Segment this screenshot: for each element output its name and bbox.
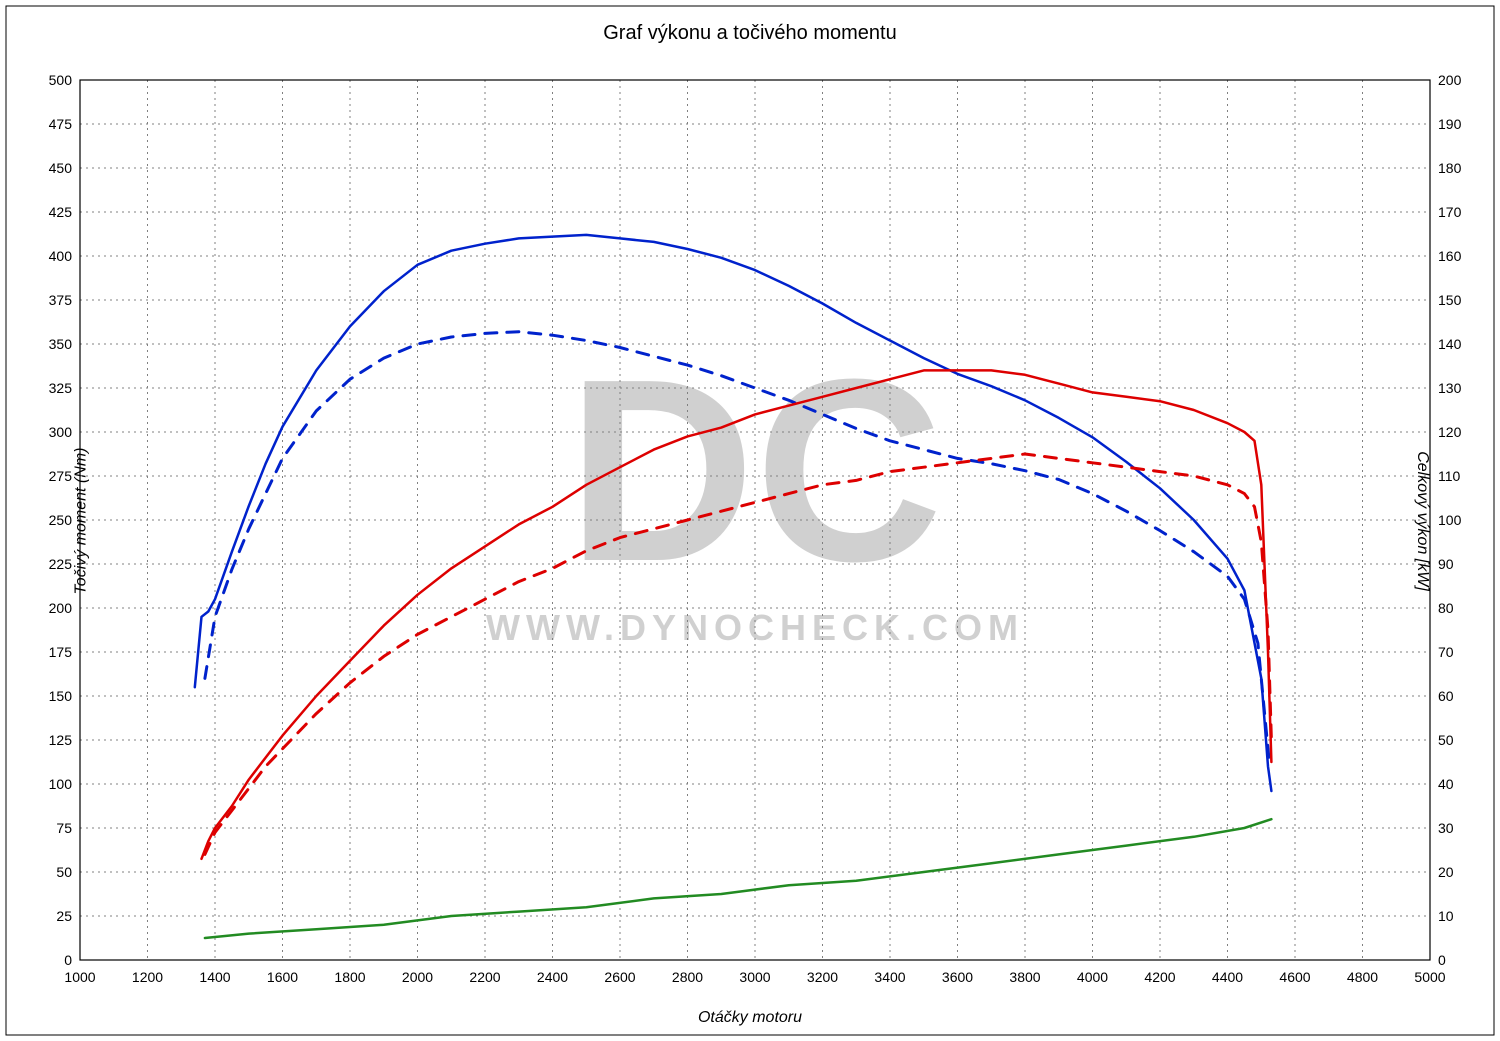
svg-text:400: 400 xyxy=(49,248,73,264)
svg-text:25: 25 xyxy=(56,908,72,924)
svg-text:5000: 5000 xyxy=(1414,969,1445,985)
svg-text:2600: 2600 xyxy=(604,969,635,985)
svg-text:140: 140 xyxy=(1438,336,1462,352)
svg-text:200: 200 xyxy=(1438,72,1462,88)
svg-text:500: 500 xyxy=(49,72,73,88)
dyno-chart: Graf výkonu a točivého momentu Točivý mo… xyxy=(0,0,1500,1041)
svg-text:1400: 1400 xyxy=(199,969,230,985)
svg-text:4400: 4400 xyxy=(1212,969,1243,985)
svg-text:4200: 4200 xyxy=(1144,969,1175,985)
svg-text:2200: 2200 xyxy=(469,969,500,985)
svg-text:350: 350 xyxy=(49,336,73,352)
svg-text:0: 0 xyxy=(1438,952,1446,968)
svg-text:4600: 4600 xyxy=(1279,969,1310,985)
svg-text:130: 130 xyxy=(1438,380,1462,396)
svg-text:475: 475 xyxy=(49,116,73,132)
svg-text:275: 275 xyxy=(49,468,73,484)
svg-text:75: 75 xyxy=(56,820,72,836)
svg-text:50: 50 xyxy=(56,864,72,880)
svg-text:100: 100 xyxy=(49,776,73,792)
svg-text:200: 200 xyxy=(49,600,73,616)
svg-text:120: 120 xyxy=(1438,424,1462,440)
svg-text:1200: 1200 xyxy=(132,969,163,985)
svg-text:3400: 3400 xyxy=(874,969,905,985)
svg-text:175: 175 xyxy=(49,644,73,660)
svg-text:2400: 2400 xyxy=(537,969,568,985)
svg-text:110: 110 xyxy=(1438,468,1461,484)
svg-text:180: 180 xyxy=(1438,160,1462,176)
svg-text:170: 170 xyxy=(1438,204,1462,220)
svg-text:160: 160 xyxy=(1438,248,1462,264)
svg-text:1000: 1000 xyxy=(64,969,95,985)
svg-text:80: 80 xyxy=(1438,600,1454,616)
svg-text:375: 375 xyxy=(49,292,73,308)
svg-text:2000: 2000 xyxy=(402,969,433,985)
svg-text:60: 60 xyxy=(1438,688,1454,704)
svg-text:100: 100 xyxy=(1438,512,1462,528)
svg-text:40: 40 xyxy=(1438,776,1454,792)
svg-text:50: 50 xyxy=(1438,732,1454,748)
svg-text:425: 425 xyxy=(49,204,73,220)
svg-text:125: 125 xyxy=(49,732,73,748)
svg-text:1800: 1800 xyxy=(334,969,365,985)
svg-text:0: 0 xyxy=(64,952,72,968)
svg-text:2800: 2800 xyxy=(672,969,703,985)
svg-text:3600: 3600 xyxy=(942,969,973,985)
svg-text:10: 10 xyxy=(1438,908,1454,924)
svg-text:30: 30 xyxy=(1438,820,1454,836)
svg-text:250: 250 xyxy=(49,512,73,528)
series-loss_power xyxy=(205,819,1272,938)
svg-text:4000: 4000 xyxy=(1077,969,1108,985)
svg-text:3200: 3200 xyxy=(807,969,838,985)
svg-text:300: 300 xyxy=(49,424,73,440)
svg-text:20: 20 xyxy=(1438,864,1454,880)
svg-text:225: 225 xyxy=(49,556,73,572)
svg-text:150: 150 xyxy=(49,688,73,704)
svg-text:1600: 1600 xyxy=(267,969,298,985)
plot-area: DCWWW.DYNOCHECK.COM100012001400160018002… xyxy=(0,0,1500,1041)
svg-text:4800: 4800 xyxy=(1347,969,1378,985)
svg-text:325: 325 xyxy=(49,380,73,396)
svg-text:150: 150 xyxy=(1438,292,1462,308)
svg-text:450: 450 xyxy=(49,160,73,176)
svg-text:190: 190 xyxy=(1438,116,1462,132)
svg-text:3800: 3800 xyxy=(1009,969,1040,985)
svg-text:3000: 3000 xyxy=(739,969,770,985)
svg-text:70: 70 xyxy=(1438,644,1454,660)
svg-text:90: 90 xyxy=(1438,556,1454,572)
